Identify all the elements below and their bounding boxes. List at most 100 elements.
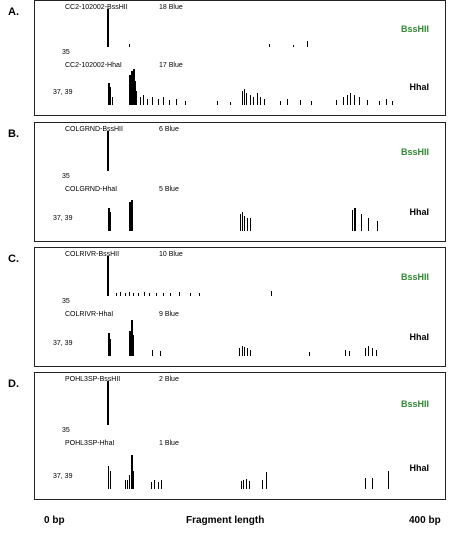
peak-bar [246,478,247,489]
peak-bar [307,40,309,47]
peak-bar [364,347,366,356]
peak-bar [271,290,273,296]
trace-count-label: 5 Blue [159,186,179,193]
peak-bar [143,95,145,105]
peak-bar [372,477,373,489]
panel-b: COLGRND-BssHII 6 Blue BssHII 35 COLGRND-HhaI… [34,122,446,242]
enzyme-label-hhai: HhaI [409,207,429,217]
trace-sample-label: POHL3SP-BssHII [65,376,121,383]
peak-bar [108,83,111,105]
peak-bar [190,292,192,296]
peak-bar [115,292,117,296]
peak-bar [309,351,310,356]
peak-bar [246,93,247,105]
peak-bar [368,218,370,231]
x-axis-start-label: 0 bp [44,515,65,526]
peak-bar [127,479,129,489]
trace-baseline [75,425,435,426]
peak-bar [364,477,366,489]
peak-bar [354,95,355,105]
peak-bar [256,93,258,105]
peak-bar [241,345,243,356]
peak-bar [132,69,135,105]
peak-bar [240,480,242,489]
peak-bar [129,201,131,231]
peak-bar [260,97,262,105]
peak-bar [108,332,111,356]
peak-bar [130,71,133,105]
peak-bar [108,207,111,231]
x-axis-end-label: 400 bp [409,515,441,526]
peak-bar [159,350,161,356]
peak-bar [249,349,251,356]
peak-bar [242,212,244,231]
peak-bar [129,43,130,47]
peak-size-label: 37, 39 [53,473,73,480]
peak-bar [157,99,159,105]
peak-bar [157,482,159,489]
peak-bar [150,482,152,489]
peak-bar [130,199,133,231]
peak-bar [144,291,146,296]
panel-letter: A. [8,6,19,18]
peak-bar [249,95,251,105]
trace-baseline [75,296,435,297]
peak-bar [377,220,379,231]
peak-bar [184,101,186,105]
peak-bar [348,350,350,356]
enzyme-label-hhai: HhaI [409,332,429,342]
x-axis-title: Fragment length [186,515,265,526]
peak-bar [163,97,165,105]
peak-bar [262,479,264,489]
enzyme-label-hhai: HhaI [409,463,429,473]
peak-bar [366,100,368,105]
peak-bar [106,131,109,171]
panel-a: CC2-102002-BssHII 18 Blue BssHII 35 CC2-1020… [34,0,446,116]
peak-bar [352,210,354,231]
peak-bar [379,101,381,105]
peak-bar [388,470,390,489]
peak-bar [147,99,148,105]
enzyme-label-bsshii: BssHII [400,147,429,157]
trace-count-label: 10 Blue [159,251,183,258]
peak-size-label: 37, 39 [53,215,73,222]
peak-bar [354,207,356,231]
peak-bar [110,87,112,105]
peak-bar [139,97,141,105]
peak-bar [343,97,345,105]
peak-bar [107,25,110,47]
peak-bar [111,97,113,105]
peak-bar [345,349,346,356]
peak-bar [391,101,393,105]
peak-bar [359,97,361,105]
peak-bar [129,475,130,489]
peak-bar [124,292,126,296]
peak-bar [242,91,244,105]
peak-bar [246,347,248,356]
peak-bar [386,99,388,105]
peak-bar [106,256,109,296]
peak-bar [161,479,163,489]
peak-bar [199,293,201,296]
peak-bar [229,101,231,105]
peak-bar [106,381,109,425]
trace-baseline [75,489,435,490]
enzyme-label-bsshii: BssHII [400,24,429,34]
enzyme-label-hhai: HhaI [409,82,429,92]
peak-size-label: 37, 39 [53,340,73,347]
peak-bar [372,347,373,356]
peak-bar [110,339,112,356]
peak-bar [244,346,246,356]
peak-bar [130,454,133,489]
peak-bar [163,293,165,296]
peak-bar [368,345,370,356]
peak-bar [156,292,157,296]
peak-bar [148,292,150,296]
peak-size-label: 35 [62,173,70,180]
peak-size-label: 35 [62,427,70,434]
trace-count-label: 6 Blue [159,126,179,133]
trace-count-label: 9 Blue [159,311,179,318]
peak-bar [243,479,245,489]
peak-bar [110,470,112,489]
